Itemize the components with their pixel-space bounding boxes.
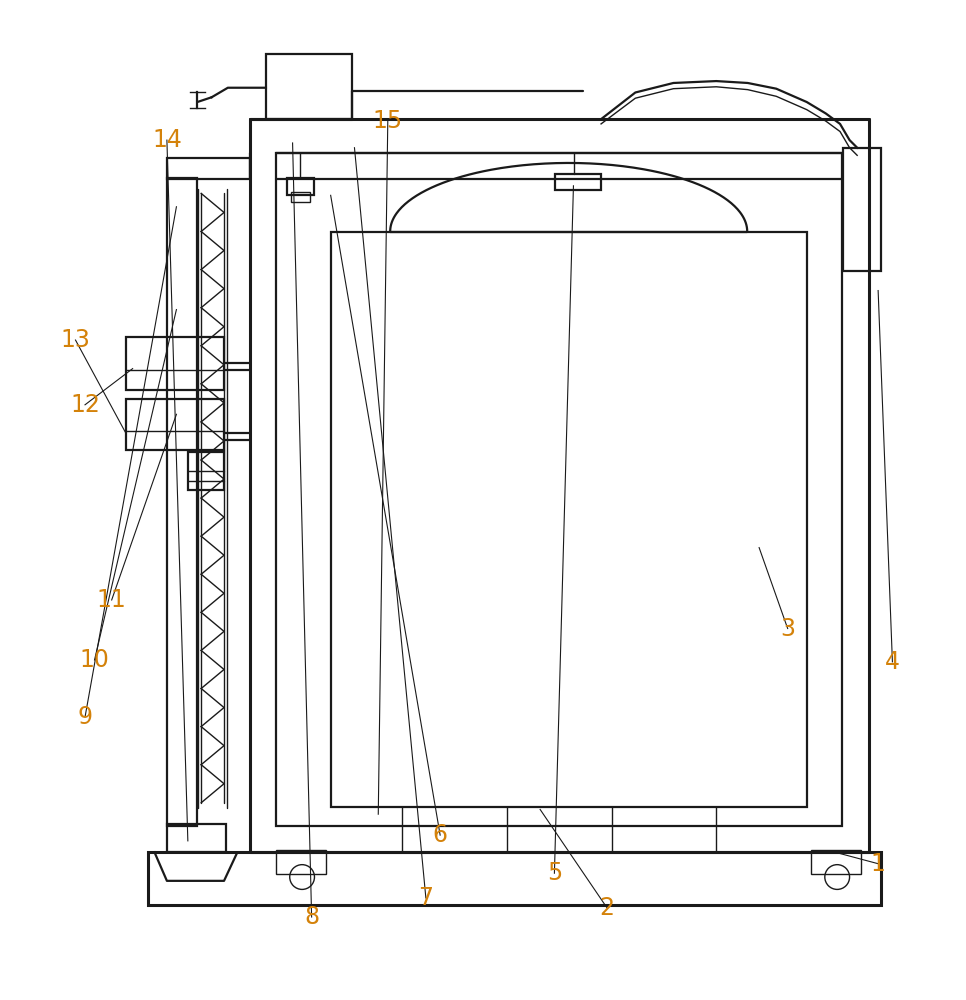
Bar [276, 153, 842, 826]
Bar [148, 852, 881, 905]
Text: 7: 7 [418, 886, 434, 910]
Bar [843, 148, 881, 271]
Text: 3: 3 [781, 617, 795, 641]
Bar [126, 337, 224, 390]
Text: 14: 14 [152, 128, 182, 152]
Text: 6: 6 [433, 823, 447, 847]
Text: 9: 9 [77, 705, 93, 729]
Bar [187, 452, 224, 490]
Bar [167, 178, 197, 826]
Bar [291, 192, 310, 202]
Text: 15: 15 [373, 109, 403, 133]
Text: 2: 2 [599, 896, 614, 920]
Bar [555, 174, 601, 190]
Bar [266, 54, 352, 119]
Bar [276, 850, 326, 874]
Text: 12: 12 [71, 393, 99, 417]
Bar [126, 399, 224, 450]
Text: 4: 4 [885, 650, 900, 674]
Text: 13: 13 [61, 328, 91, 352]
Text: 8: 8 [304, 905, 319, 929]
Bar [811, 850, 861, 874]
Text: 10: 10 [79, 648, 109, 672]
Bar [330, 232, 807, 807]
Text: 1: 1 [870, 852, 886, 876]
Bar [287, 178, 314, 195]
Bar [167, 824, 226, 852]
Text: 11: 11 [97, 588, 127, 612]
Bar [167, 158, 250, 179]
Text: 5: 5 [547, 861, 562, 885]
